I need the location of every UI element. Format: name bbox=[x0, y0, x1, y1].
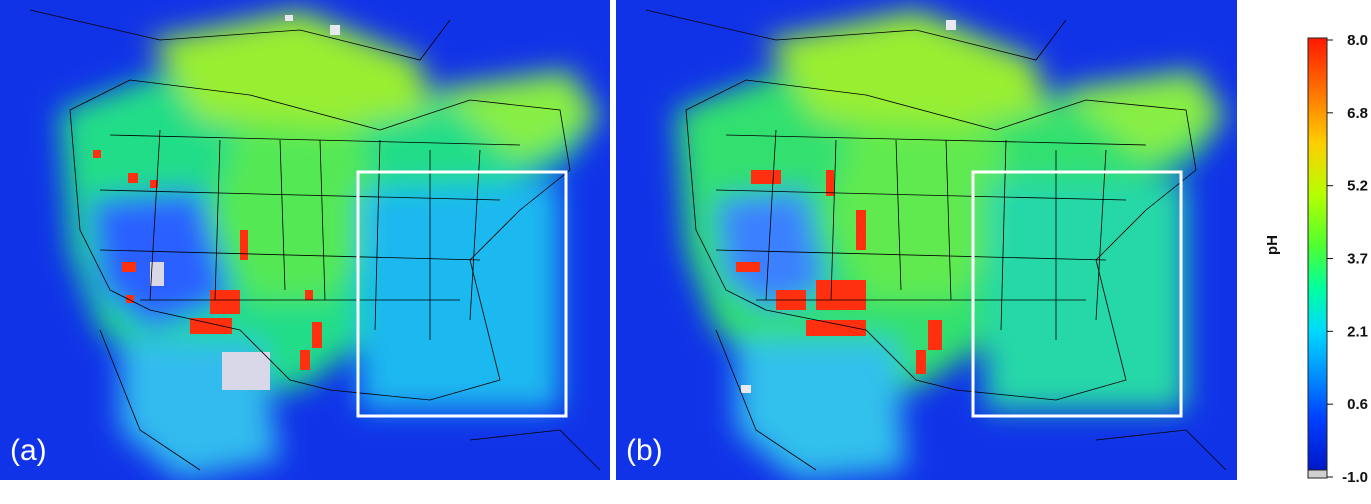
colorbar: pH 8.0 6.8 5.2 3.7 2.1 0.6 -1.0 bbox=[1264, 32, 1368, 486]
concentration-field bbox=[60, 10, 600, 480]
colorbar-tick-label: -1.0 bbox=[1342, 469, 1368, 486]
colorbar-tick-label: 0.6 bbox=[1347, 396, 1368, 413]
state-boundaries bbox=[29, 9, 601, 471]
colorbar-tick-label: 8.0 bbox=[1347, 32, 1368, 49]
missing-data-cells bbox=[741, 20, 956, 393]
map-canvas-a bbox=[0, 0, 610, 480]
map-canvas-b bbox=[616, 0, 1237, 480]
colorbar-title: pH bbox=[1264, 235, 1281, 255]
map-panel-b: (b) bbox=[616, 0, 1237, 480]
hotspots bbox=[93, 150, 322, 370]
state-boundaries bbox=[645, 9, 1227, 471]
panel-label: (a) bbox=[10, 434, 47, 467]
colorbar-tick-label: 6.8 bbox=[1347, 105, 1368, 122]
highlight-box bbox=[971, 170, 1183, 418]
colorbar-tick-label: 3.7 bbox=[1347, 251, 1368, 268]
hotspots bbox=[736, 170, 942, 374]
missing-data-cells bbox=[150, 15, 340, 390]
colorbar-tick-label: 2.1 bbox=[1347, 323, 1368, 340]
panel-label: (b) bbox=[626, 434, 663, 467]
colorbar-tick-label: 5.2 bbox=[1347, 178, 1368, 195]
highlight-box bbox=[356, 170, 568, 418]
map-panel-a: (a) bbox=[0, 0, 610, 480]
colorbar-ticks: 8.0 6.8 5.2 3.7 2.1 0.6 -1.0 bbox=[1327, 32, 1368, 486]
colorbar-gradient bbox=[1307, 37, 1328, 471]
colorbar-missing-swatch bbox=[1307, 469, 1328, 479]
concentration-field bbox=[676, 10, 1226, 480]
